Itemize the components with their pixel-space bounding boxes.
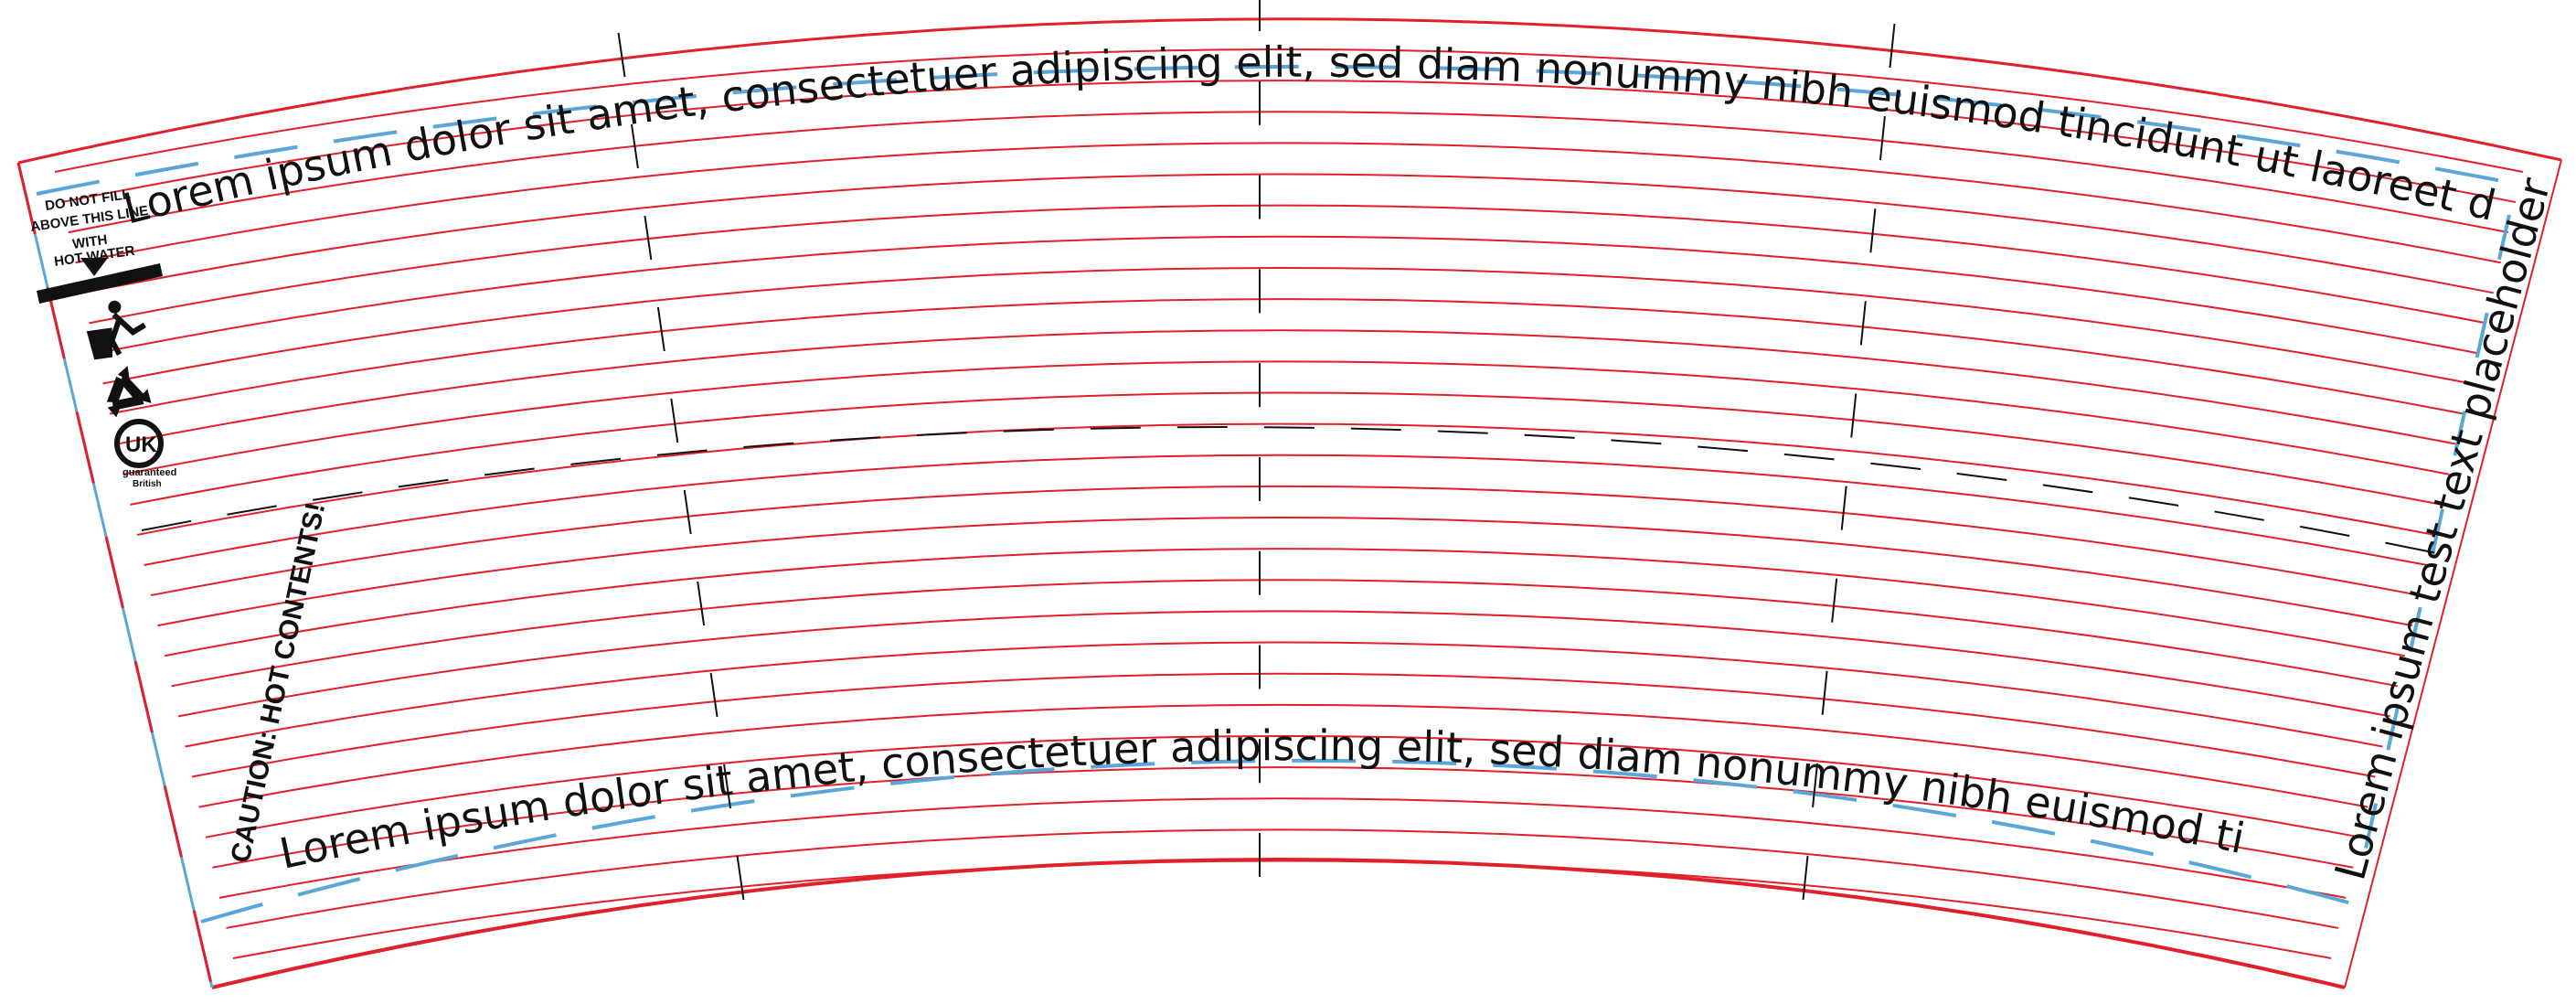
outline-bottom-arc xyxy=(211,858,2346,989)
caution-text: CAUTION: HOT CONTENTS! xyxy=(226,500,332,866)
tick-mark xyxy=(723,764,732,809)
fill-warning: DO NOT FILL ABOVE THIS LINE WITH HOT WAT… xyxy=(29,187,163,304)
guide-line xyxy=(68,111,2509,234)
center-dashed-line xyxy=(141,426,2460,559)
tick-mark xyxy=(1889,23,1896,69)
guide-line xyxy=(130,391,2443,506)
guide-line xyxy=(205,735,2361,838)
guide-line xyxy=(177,610,2390,718)
tick-mark xyxy=(683,489,692,535)
tick-mark xyxy=(1802,855,1809,901)
guide-line xyxy=(122,360,2450,475)
guide-line xyxy=(144,454,2428,566)
guide-line xyxy=(212,766,2354,869)
guide-line xyxy=(150,485,2421,597)
tick-mark xyxy=(656,306,665,352)
guide-line xyxy=(164,548,2405,657)
tick-mark xyxy=(1879,116,1886,161)
uk-guaranteed-icon: UK guaranteed British xyxy=(114,419,176,489)
recycle-icon xyxy=(106,366,152,418)
guide-line xyxy=(191,672,2376,778)
guide-line xyxy=(54,48,2524,173)
bleed-lines xyxy=(36,64,2513,924)
outline-top-arc xyxy=(17,17,2562,165)
guide-line xyxy=(81,173,2494,294)
tick-mark xyxy=(736,855,745,901)
bleed-bottom xyxy=(200,758,2359,924)
tick-marks xyxy=(617,0,1896,901)
side-vertical-text: Lorem ipsum test text placeholder xyxy=(2325,173,2560,885)
tick-mark xyxy=(1821,670,1828,715)
outline-right-edge xyxy=(2344,159,2562,988)
fill-level-bar xyxy=(37,263,163,304)
guide-line xyxy=(75,142,2501,264)
guide-line xyxy=(95,235,2479,355)
tick-mark xyxy=(670,398,679,443)
guide-line xyxy=(61,80,2517,204)
guide-line xyxy=(185,641,2383,748)
tidyman-bin-icon xyxy=(86,300,146,360)
guide-line xyxy=(109,298,2464,415)
tick-mark xyxy=(1850,393,1857,438)
guide-lines xyxy=(54,48,2524,959)
guide-line xyxy=(232,860,2332,959)
guide-line xyxy=(157,517,2413,627)
bleed-right xyxy=(2352,214,2511,902)
bottom-curved-text: Lorem ipsum dolor sit amet, consectetuer… xyxy=(0,0,2249,879)
fill-warning-line3: WITH xyxy=(71,232,108,252)
guide-line xyxy=(89,204,2486,325)
uk-line2-text: British xyxy=(133,479,162,489)
tick-mark xyxy=(709,672,719,718)
tick-mark xyxy=(644,215,653,261)
tick-mark xyxy=(630,123,639,169)
guide-line xyxy=(116,329,2457,445)
bleed-top xyxy=(36,64,2513,196)
tick-mark xyxy=(697,581,706,626)
tick-mark xyxy=(1840,486,1847,530)
tick-mark xyxy=(1859,301,1867,346)
tick-mark xyxy=(1831,578,1838,623)
uk-line1-text: guaranteed xyxy=(122,467,176,478)
guide-line xyxy=(171,579,2398,688)
guide-line xyxy=(226,828,2339,929)
fill-arrow-icon xyxy=(80,258,108,276)
uk-mark-text: UK xyxy=(125,433,157,457)
tick-mark xyxy=(617,32,626,78)
tick-mark xyxy=(1869,208,1877,253)
guide-line xyxy=(198,703,2368,808)
guide-line xyxy=(218,797,2347,899)
bottom-curved-text-path: Lorem ipsum dolor sit amet, consectetuer… xyxy=(0,0,2249,879)
guide-line xyxy=(136,422,2435,536)
guide-line xyxy=(102,266,2472,385)
tick-mark xyxy=(1812,763,1819,807)
